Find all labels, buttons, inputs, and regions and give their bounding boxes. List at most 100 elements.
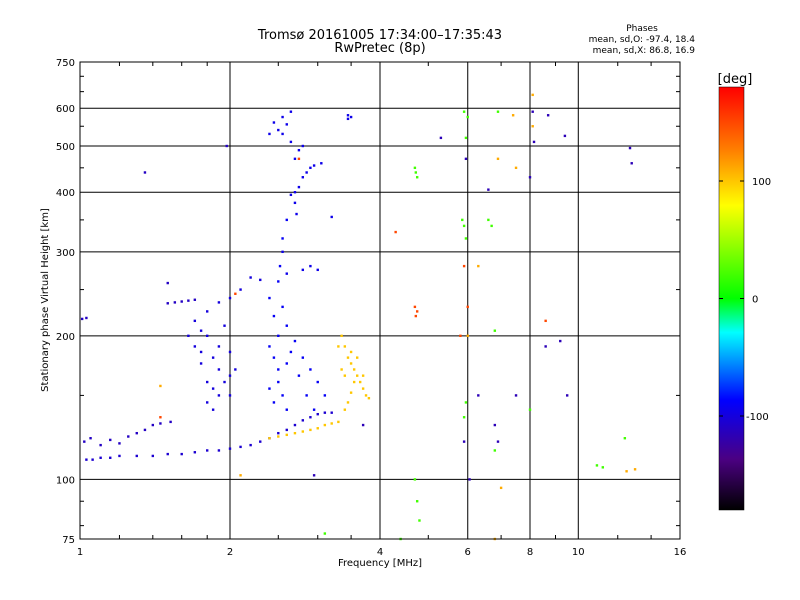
data-point <box>317 427 319 429</box>
y-tick-label: 100 <box>56 475 75 486</box>
data-point <box>340 368 342 370</box>
data-point <box>136 432 138 434</box>
x-tick-label: 6 <box>465 547 471 558</box>
data-point <box>159 422 161 424</box>
data-point <box>206 449 208 451</box>
data-point <box>324 411 326 413</box>
data-point <box>109 457 111 459</box>
data-point <box>229 351 231 353</box>
data-point <box>174 301 176 303</box>
data-point <box>477 265 479 267</box>
data-point <box>465 401 467 403</box>
y-tick-label: 400 <box>56 188 75 199</box>
data-point <box>127 435 129 437</box>
data-point <box>279 265 281 267</box>
data-point <box>89 437 91 439</box>
data-point <box>234 368 236 370</box>
data-point <box>440 137 442 139</box>
y-tick-label: 300 <box>56 248 75 259</box>
data-point <box>212 356 214 358</box>
data-point <box>294 202 296 204</box>
data-point <box>350 116 352 118</box>
data-point <box>118 455 120 457</box>
data-point <box>362 374 364 376</box>
data-point <box>159 416 161 418</box>
data-point <box>290 111 292 113</box>
data-point <box>277 335 279 337</box>
data-point <box>83 440 85 442</box>
data-point <box>281 237 283 239</box>
data-point <box>200 351 202 353</box>
data-point <box>529 176 531 178</box>
data-point <box>181 453 183 455</box>
data-point <box>309 416 311 418</box>
data-point <box>286 409 288 411</box>
data-point <box>331 216 333 218</box>
data-point <box>344 409 346 411</box>
data-point <box>212 409 214 411</box>
data-point <box>295 213 297 215</box>
data-point <box>467 116 469 118</box>
data-point <box>281 251 283 253</box>
data-point <box>500 487 502 489</box>
data-point <box>85 458 87 460</box>
data-point <box>533 141 535 143</box>
data-point <box>350 391 352 393</box>
data-point <box>239 474 241 476</box>
data-point <box>294 191 296 193</box>
data-point <box>463 225 465 227</box>
data-point <box>463 416 465 418</box>
data-point <box>305 171 307 173</box>
data-point <box>544 345 546 347</box>
data-point <box>353 368 355 370</box>
colorbar-tick-label: 100 <box>752 177 771 188</box>
data-point <box>340 335 342 337</box>
data-point <box>416 176 418 178</box>
chart-subtitle: RwPretec (8p) <box>334 41 425 56</box>
data-point <box>277 280 279 282</box>
data-point <box>81 318 83 320</box>
data-point <box>194 320 196 322</box>
data-point <box>465 158 467 160</box>
data-point <box>317 413 319 415</box>
data-point <box>136 455 138 457</box>
data-point <box>268 345 270 347</box>
data-point <box>286 325 288 327</box>
data-point <box>477 394 479 396</box>
data-point <box>273 401 275 403</box>
data-point <box>559 340 561 342</box>
x-tick-label: 10 <box>572 547 585 558</box>
data-point <box>273 121 275 123</box>
data-point <box>298 186 300 188</box>
data-point <box>302 419 304 421</box>
data-point <box>414 167 416 169</box>
data-points <box>81 94 636 541</box>
data-point <box>544 320 546 322</box>
data-point <box>564 135 566 137</box>
data-point <box>281 394 283 396</box>
x-tick-label: 16 <box>674 547 687 558</box>
data-point <box>159 385 161 387</box>
data-point <box>365 394 367 396</box>
y-axis-label: Stationary phase Virtual Height [km] <box>40 208 51 392</box>
data-point <box>497 111 499 113</box>
data-point <box>302 356 304 358</box>
data-point <box>268 387 270 389</box>
data-point <box>85 317 87 319</box>
data-point <box>317 381 319 383</box>
data-point <box>144 171 146 173</box>
stats-o-mode: mean, sd,O: -97.4, 18.4 <box>589 35 696 45</box>
data-point <box>465 237 467 239</box>
data-point <box>194 451 196 453</box>
data-point <box>515 167 517 169</box>
data-point <box>277 381 279 383</box>
data-point <box>239 288 241 290</box>
data-point <box>118 442 120 444</box>
data-point <box>515 394 517 396</box>
data-point <box>625 470 627 472</box>
data-point <box>286 123 288 125</box>
data-point <box>356 356 358 358</box>
y-tick-label: 600 <box>56 104 75 115</box>
data-point <box>487 188 489 190</box>
data-point <box>634 468 636 470</box>
